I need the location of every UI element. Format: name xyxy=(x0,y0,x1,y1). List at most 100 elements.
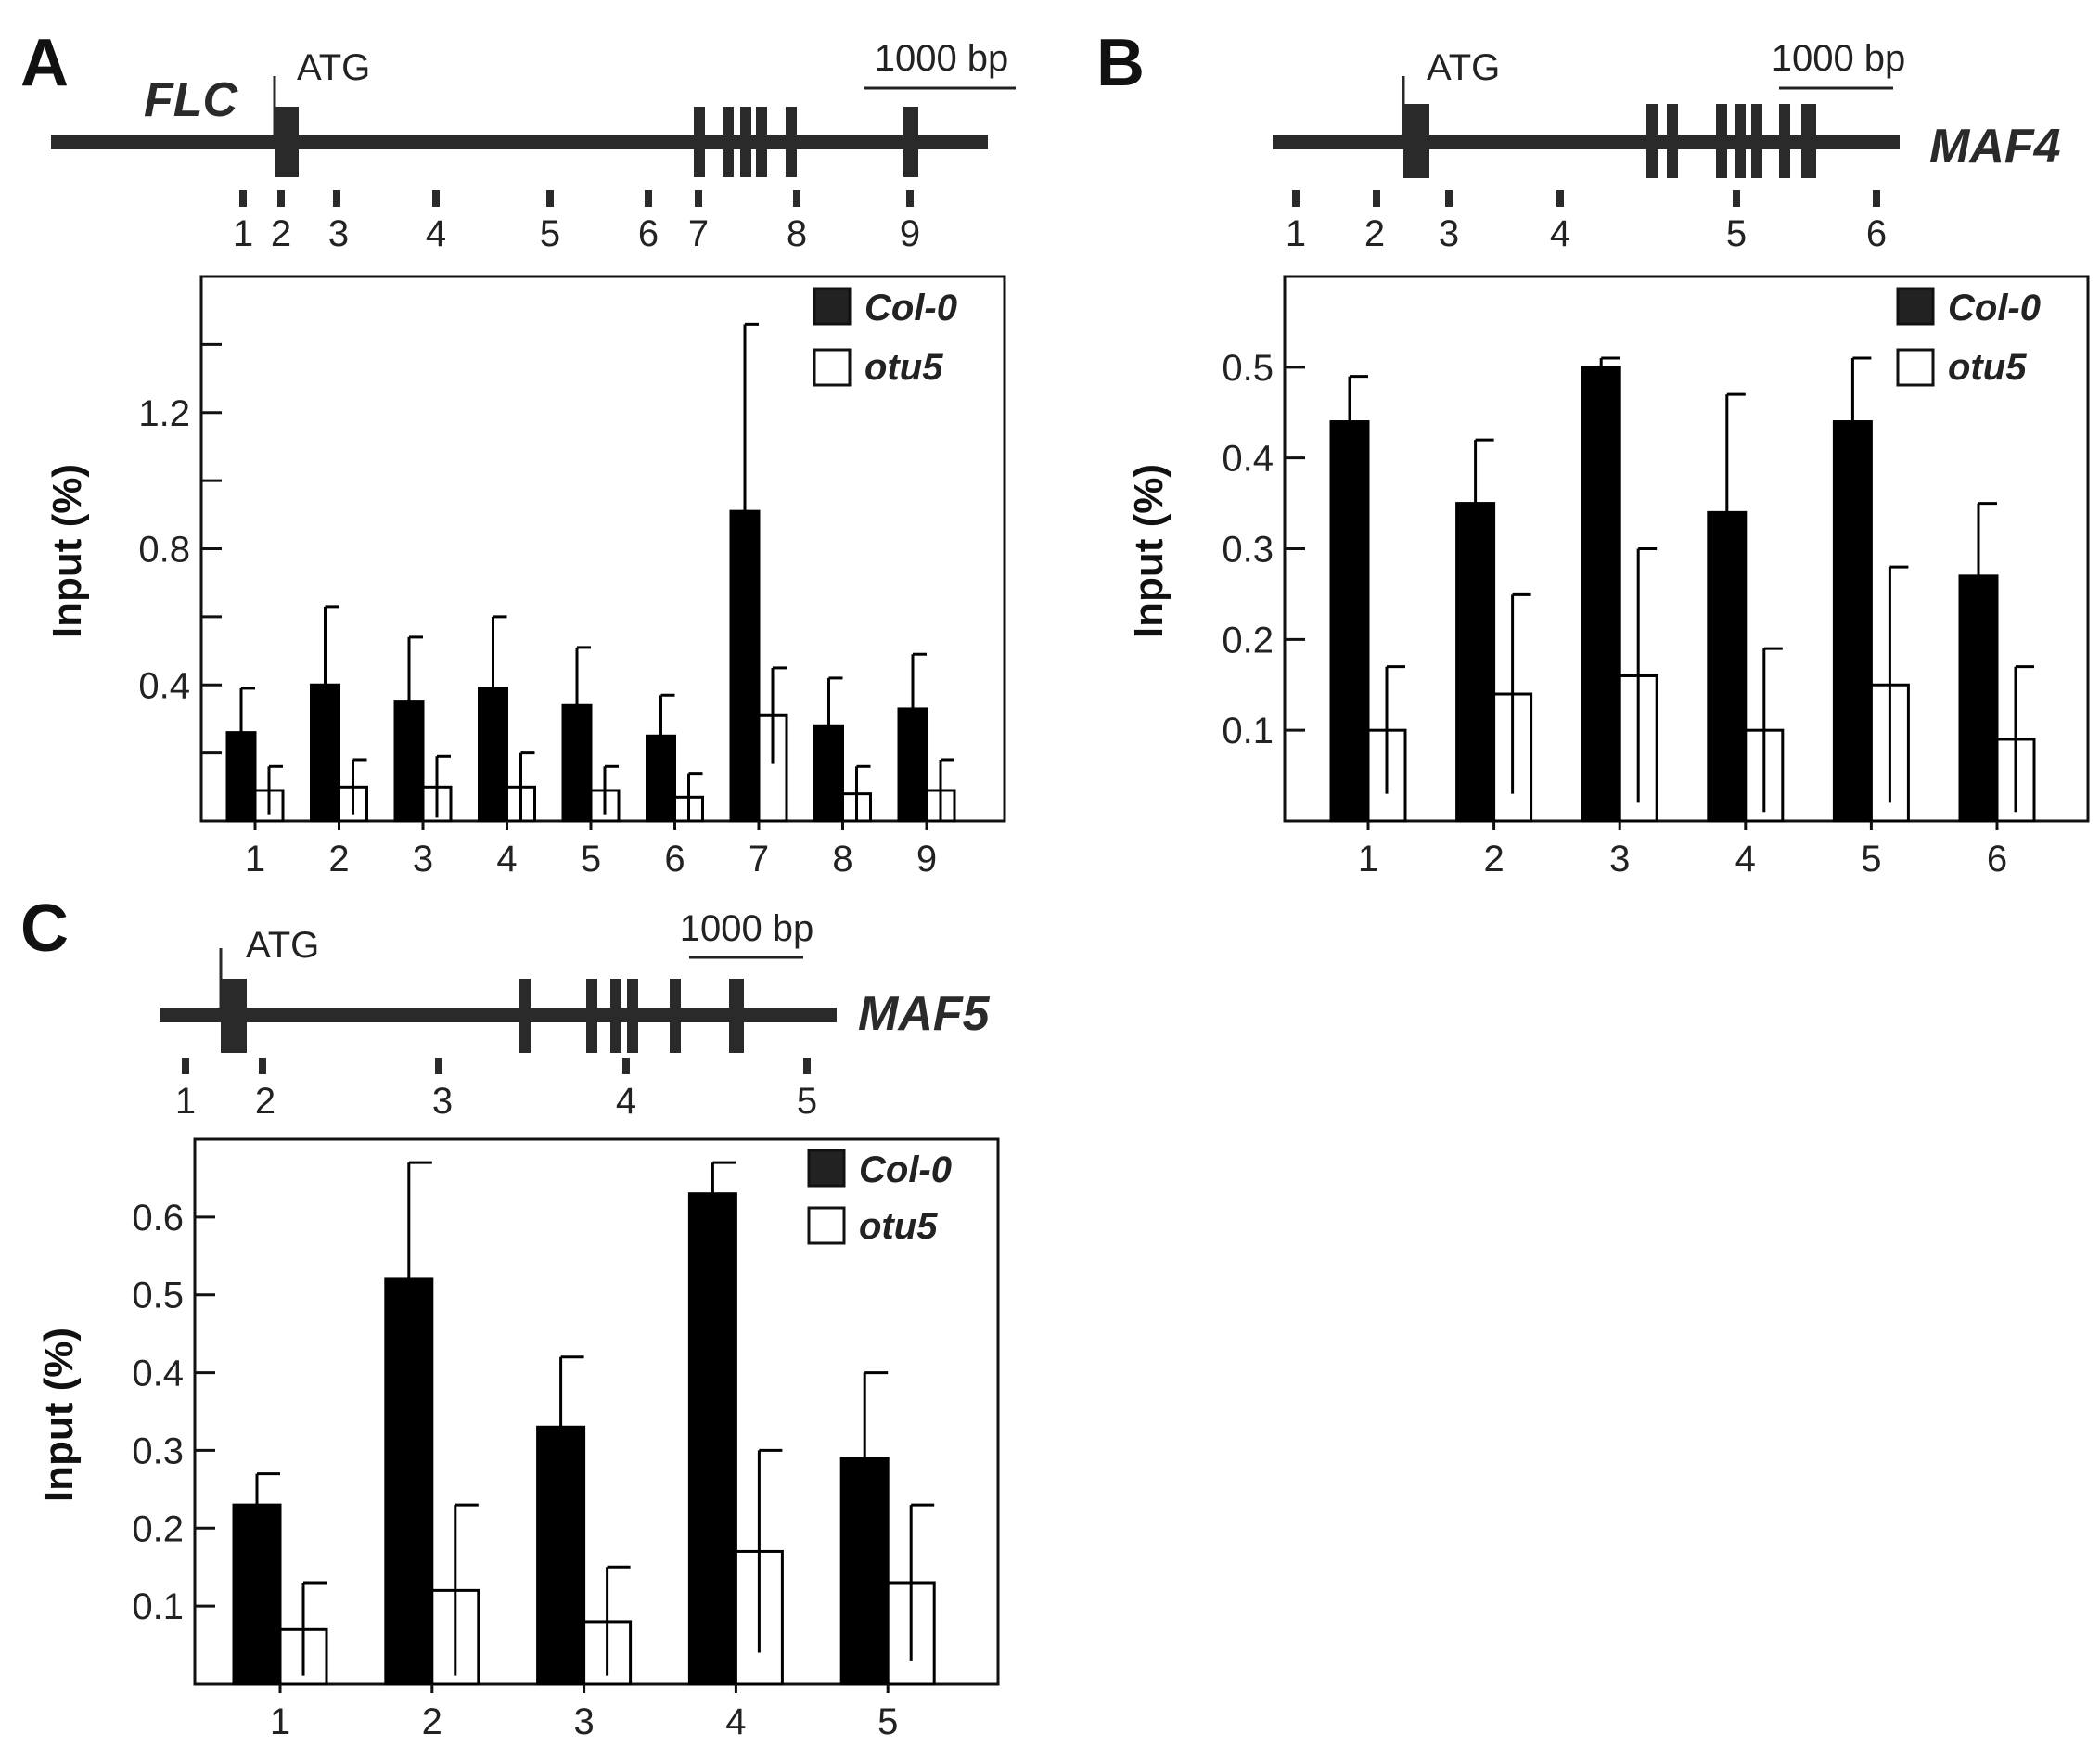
primer-label: 4 xyxy=(616,1081,636,1122)
primer-label: 5 xyxy=(540,213,560,254)
scale-bar-label: 1000 bp xyxy=(680,908,814,949)
y-tick-label: 0.5 xyxy=(1222,348,1274,389)
primer-marker xyxy=(432,190,440,207)
primer-label: 7 xyxy=(688,213,709,254)
primer-label: 1 xyxy=(233,213,253,254)
exon xyxy=(610,979,621,1053)
legend: Col-0 otu5 xyxy=(1896,287,2041,388)
y-tick-label: 0.2 xyxy=(132,1508,184,1549)
x-tick-label: 7 xyxy=(749,839,769,879)
exon xyxy=(1751,104,1762,178)
exon xyxy=(1801,104,1816,178)
primer-markers: 1 2 3 4 5 xyxy=(175,1058,817,1122)
exon xyxy=(670,979,681,1053)
legend-swatch-col-0 xyxy=(807,1149,846,1188)
exon xyxy=(903,107,918,177)
x-tick-label: 1 xyxy=(245,839,265,879)
exon xyxy=(1646,104,1658,178)
primer-label: 6 xyxy=(1866,213,1887,254)
exon xyxy=(275,107,299,177)
legend-swatch-col-0 xyxy=(813,287,852,326)
legend: Col-0 otu5 xyxy=(807,1149,952,1247)
primer-label: 5 xyxy=(797,1081,817,1122)
exon xyxy=(519,979,531,1053)
primer-marker xyxy=(1733,190,1740,207)
panel-c: C MAF5 ATG 1000 bp 1 2 3 4 5 Input (%) Col-0 xyxy=(20,892,1000,1742)
x-tick-label: 5 xyxy=(1861,839,1881,879)
primer-marker xyxy=(277,190,285,207)
panel-letter-b: B xyxy=(1096,26,1145,100)
primer-marker xyxy=(546,190,554,207)
primer-label: 1 xyxy=(1286,213,1306,254)
primer-label: 2 xyxy=(255,1081,275,1122)
legend-swatch-otu5 xyxy=(807,1206,846,1245)
gene-diagram-maf5: MAF5 ATG 1000 bp 1 2 3 4 5 xyxy=(160,908,991,1122)
primer-label: 1 xyxy=(175,1081,196,1122)
primer-marker xyxy=(182,1058,189,1074)
atg-label: ATG xyxy=(1427,47,1500,88)
primer-marker xyxy=(435,1058,442,1074)
x-tick-label: 5 xyxy=(877,1701,898,1742)
x-tick-label: 2 xyxy=(422,1701,442,1742)
primer-marker xyxy=(1373,190,1380,207)
primer-marker xyxy=(1445,190,1453,207)
x-tick-label: 4 xyxy=(496,839,517,879)
x-tick-label: 2 xyxy=(328,839,349,879)
primer-label: 4 xyxy=(426,213,446,254)
y-tick-label: 0.4 xyxy=(1222,439,1274,480)
y-tick-label: 0.5 xyxy=(132,1276,184,1316)
exon xyxy=(694,107,705,177)
primer-marker xyxy=(793,190,800,207)
bar-col-0 xyxy=(687,1192,737,1686)
x-tick-label: 5 xyxy=(581,839,601,879)
exon xyxy=(627,979,638,1053)
exon xyxy=(1667,104,1678,178)
y-tick-label: 0.4 xyxy=(138,665,190,706)
primer-label: 8 xyxy=(787,213,807,254)
x-tick-label: 6 xyxy=(1987,839,2007,879)
bar-col-0 xyxy=(1707,510,1748,823)
primer-marker xyxy=(803,1058,811,1074)
legend-label-otu5: otu5 xyxy=(864,347,943,388)
gene-diagram-maf4: MAF4 ATG 1000 bp 1 2 3 4 5 6 xyxy=(1273,38,2061,254)
exon xyxy=(786,107,797,177)
y-tick-label: 0.1 xyxy=(132,1586,184,1627)
x-tick-label: 3 xyxy=(573,1701,594,1742)
y-tick-label: 0.3 xyxy=(132,1431,184,1471)
legend: Col-0 otu5 xyxy=(813,287,957,388)
primer-label: 9 xyxy=(900,213,920,254)
primer-marker xyxy=(259,1058,266,1074)
x-tick-label: 8 xyxy=(832,839,852,879)
primer-label: 6 xyxy=(638,213,659,254)
gene-line xyxy=(51,135,988,149)
bar-col-0 xyxy=(1329,420,1370,823)
panel-letter-c: C xyxy=(20,892,69,966)
legend-label-otu5: otu5 xyxy=(859,1206,938,1247)
primer-marker xyxy=(695,190,702,207)
legend-label-col-0: Col-0 xyxy=(864,288,957,328)
primer-marker xyxy=(1556,190,1564,207)
gene-name-flc: FLC xyxy=(144,73,239,127)
gene-line xyxy=(160,1008,837,1022)
primer-marker xyxy=(622,1058,630,1074)
primer-label: 2 xyxy=(271,213,291,254)
y-axis-label: Input (%) xyxy=(45,464,90,638)
bar-otu5 xyxy=(757,713,788,823)
exon xyxy=(723,107,734,177)
legend-label-otu5: otu5 xyxy=(1948,347,2027,388)
x-tick-label: 9 xyxy=(916,839,937,879)
exon xyxy=(1716,104,1727,178)
bar-chart-flc: Input (%) Col-0 otu5 0.4 0.8 1.2 1 2 3 4 5 6 7 8 9 xyxy=(45,275,1006,879)
primer-markers: 1 2 3 4 5 6 xyxy=(1286,190,1887,254)
primer-marker xyxy=(645,190,652,207)
x-tick-label: 6 xyxy=(664,839,685,879)
atg-label: ATG xyxy=(297,47,370,88)
y-tick-label: 0.3 xyxy=(1222,530,1274,571)
y-axis-label: Input (%) xyxy=(1126,464,1172,638)
atg-label: ATG xyxy=(246,925,319,966)
bar-chart-maf5: Input (%) Col-0 otu5 0.1 0.2 0.3 0.4 0.5 0.6 1… xyxy=(36,1137,1000,1742)
primer-marker xyxy=(1873,190,1880,207)
